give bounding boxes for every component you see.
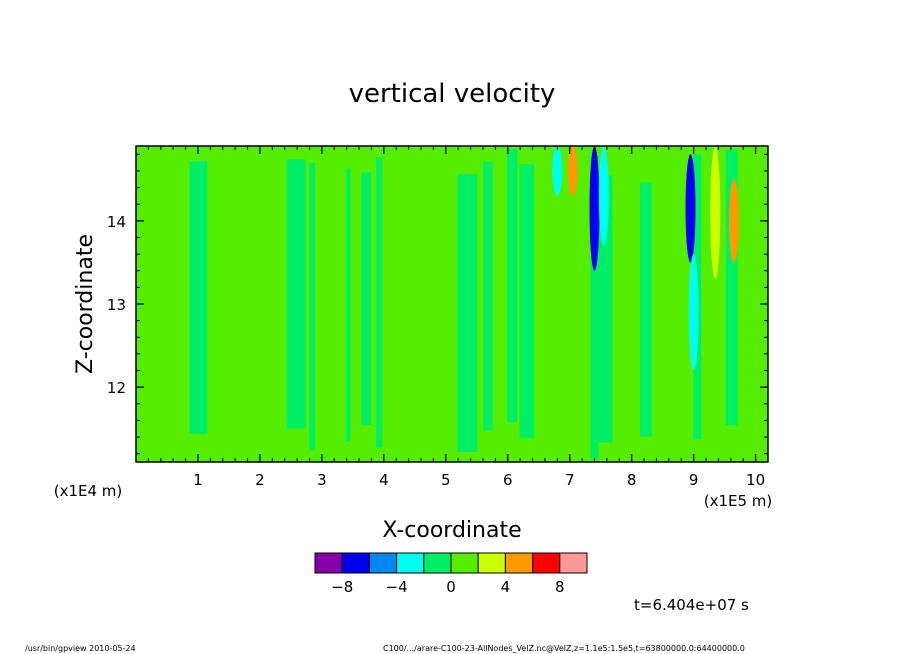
contour-band	[346, 168, 351, 442]
colorbar-swatch	[559, 552, 588, 574]
contour-band	[361, 172, 372, 425]
colorbar-tick-label: −4	[386, 578, 408, 596]
contour-band	[189, 161, 208, 434]
y-axis-label: Z-coordinate	[73, 234, 98, 374]
colorbar-swatch	[341, 552, 370, 574]
colorbar: −8 −4 0 4 8	[314, 552, 588, 596]
x-tick-label: 7	[565, 471, 575, 489]
x-tick-label: 3	[317, 471, 327, 489]
x-tick-label: 1	[193, 471, 203, 489]
contour-feature	[589, 146, 600, 271]
footer-left: /usr/bin/gpview 2010-05-24	[25, 644, 136, 653]
x-tick-label: 9	[689, 471, 699, 489]
colorbar-tick-label: −8	[331, 578, 353, 596]
time-label: t=6.404e+07 s	[634, 596, 749, 614]
plot-background	[136, 146, 768, 462]
x-tick-label: 10	[746, 471, 765, 489]
colorbar-swatch	[477, 552, 506, 574]
contour-feature	[688, 254, 699, 371]
contour-feature	[567, 146, 578, 196]
contour-feature	[598, 146, 609, 246]
colorbar-swatch	[423, 552, 452, 574]
plot-area	[135, 145, 769, 463]
x-axis-label: X-coordinate	[382, 518, 521, 543]
contour-feature	[685, 154, 696, 263]
x-axis-unit-left: (x1E4 m)	[54, 482, 123, 500]
colorbar-tick-label: 0	[446, 578, 456, 596]
colorbar-swatch	[368, 552, 398, 574]
colorbar-swatch	[504, 552, 534, 574]
contour-feature	[728, 179, 739, 263]
colorbar-swatch	[314, 552, 343, 574]
contour-band	[286, 159, 306, 429]
contour-band	[309, 163, 315, 451]
contour-band	[590, 155, 599, 459]
contour-band	[519, 164, 534, 439]
contour-feature	[552, 146, 563, 196]
contour-band	[457, 174, 478, 452]
x-tick-label: 6	[503, 471, 513, 489]
contour-band	[507, 149, 518, 423]
chart-title: vertical velocity	[349, 79, 556, 109]
colorbar-swatch	[532, 552, 561, 574]
contour-feature	[710, 146, 721, 279]
x-axis-unit-right: (x1E5 m)	[704, 492, 773, 510]
contour-band	[598, 175, 613, 443]
y-axis-ticks: 12 13 14	[107, 153, 768, 455]
y-tick-label: 14	[107, 213, 126, 231]
contour-band	[483, 161, 493, 431]
x-tick-label: 4	[379, 471, 389, 489]
colorbar-swatch	[450, 552, 479, 574]
x-axis-ticks: 1 2 3 4 5 6 7 8 9 10	[147, 146, 769, 489]
contour-band	[639, 182, 652, 437]
colorbar-swatch	[396, 552, 425, 574]
colorbar-tick-label: 8	[555, 578, 565, 596]
x-tick-label: 2	[255, 471, 265, 489]
contour-band	[376, 157, 383, 448]
y-tick-label: 13	[107, 296, 126, 314]
contour-features	[552, 146, 739, 371]
y-tick-label: 12	[107, 379, 126, 397]
footer-right: C100/.../arare-C100-23-AllNodes_VelZ.nc@…	[383, 644, 745, 653]
x-tick-label: 5	[441, 471, 451, 489]
colorbar-tick-label: 4	[501, 578, 511, 596]
x-tick-label: 8	[627, 471, 637, 489]
